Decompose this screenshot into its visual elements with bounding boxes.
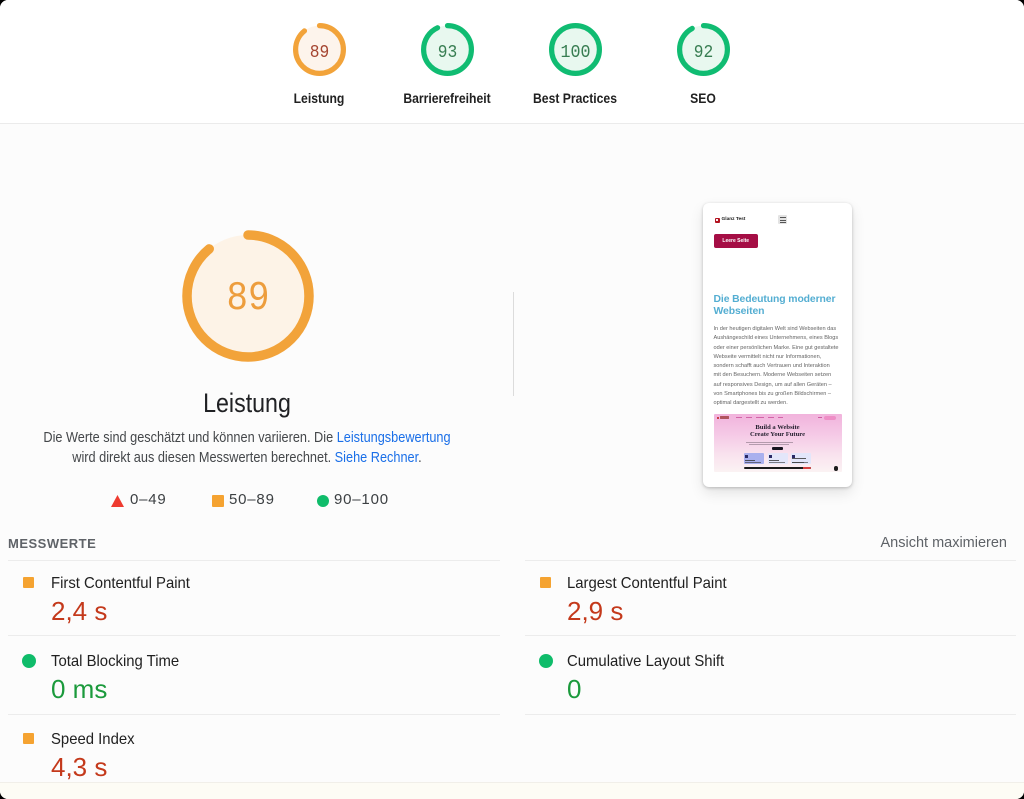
svg-text:100: 100 — [560, 43, 590, 63]
svg-text:92: 92 — [693, 43, 713, 63]
svg-text:93: 93 — [437, 43, 457, 63]
svg-text:89: 89 — [226, 276, 269, 322]
svg-text:89: 89 — [309, 43, 329, 63]
